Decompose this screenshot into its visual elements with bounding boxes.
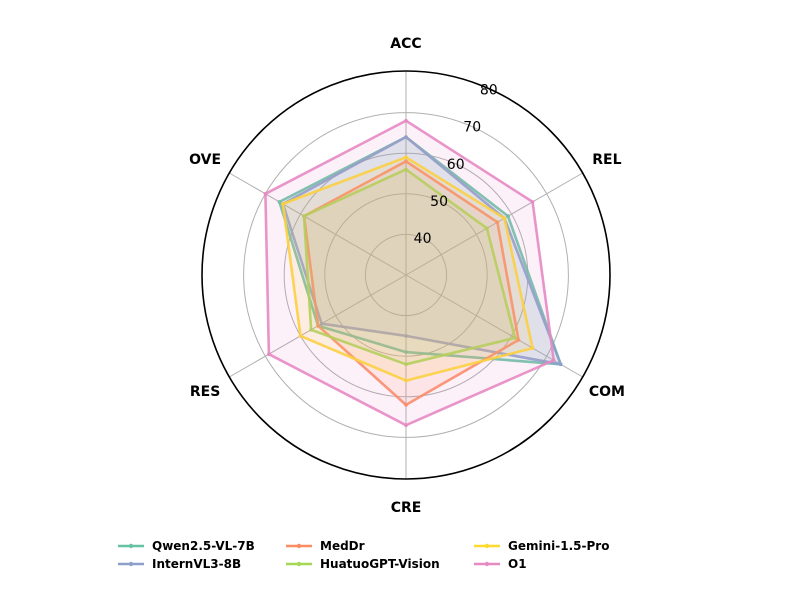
series-point: [404, 167, 408, 172]
legend-label: Qwen2.5-VL-7B: [152, 539, 255, 553]
series-polygon: [264, 119, 556, 427]
radar-series-group: [263, 118, 563, 428]
legend-swatch-marker: [296, 561, 302, 567]
legend: Qwen2.5-VL-7B InternVL3-8B MedDr HuatuoGPT-…: [118, 539, 609, 571]
radial-tick-label: 80: [480, 83, 498, 99]
series-point: [404, 118, 408, 123]
legend-label: InternVL3-8B: [152, 557, 241, 571]
series-point: [404, 135, 408, 139]
radial-tick-label: 40: [414, 231, 432, 247]
legend-swatch-marker: [128, 561, 134, 567]
series-point: [267, 352, 271, 357]
legend-swatch-marker: [128, 543, 134, 549]
radial-tick-label: 50: [430, 194, 448, 210]
grid-spoke: [229, 172, 407, 276]
series-point: [495, 220, 500, 224]
legend-item: Qwen2.5-VL-7B: [118, 539, 255, 553]
legend-item: Gemini-1.5-Pro: [474, 539, 609, 553]
axis-label-com: COM: [589, 384, 625, 400]
legend-label: O1: [508, 557, 527, 571]
series-point: [530, 200, 535, 204]
series-point: [485, 226, 489, 231]
series-point: [404, 362, 408, 367]
axis-label-ove: OVE: [189, 152, 221, 168]
radar-labels: 40 50 60 70 80 ACC REL COM CRE RES OVE: [189, 36, 625, 516]
series-point: [513, 336, 517, 340]
legend-item: HuatuoGPT-Vision: [286, 557, 440, 571]
series-point: [516, 338, 521, 342]
legend-label: HuatuoGPT-Vision: [320, 557, 440, 571]
series-point: [281, 202, 285, 206]
series-point: [302, 214, 306, 218]
series-point: [404, 350, 408, 354]
legend-item: InternVL3-8B: [118, 557, 241, 571]
series-point: [298, 334, 303, 338]
radar-grid: [201, 70, 611, 480]
legend-label: MedDr: [320, 539, 365, 553]
axis-label-acc: ACC: [390, 36, 421, 52]
series-point: [558, 362, 563, 367]
legend-item: MedDr: [286, 539, 365, 553]
series-point: [404, 423, 408, 428]
axis-label-res: RES: [190, 384, 220, 400]
series-point: [404, 378, 408, 383]
series-point: [404, 159, 408, 164]
series-point: [309, 328, 313, 332]
series-point: [530, 346, 535, 350]
series-point: [404, 155, 408, 160]
legend-swatch-marker: [484, 561, 490, 567]
axis-label-cre: CRE: [391, 500, 422, 516]
legend-swatch-marker: [296, 543, 302, 549]
radar-frame: [201, 70, 611, 480]
series-point: [551, 358, 556, 363]
series-point: [502, 216, 507, 220]
legend-item: O1: [474, 557, 527, 571]
series-point: [404, 403, 408, 407]
grid-spoke: [405, 172, 583, 276]
legend-swatch-marker: [484, 543, 490, 549]
series-point: [277, 200, 282, 204]
radial-tick-label: 70: [463, 120, 481, 136]
series-point: [316, 324, 320, 328]
radial-tick-label: 60: [447, 157, 465, 173]
series-point: [263, 192, 268, 196]
series-point: [319, 321, 324, 326]
series-point: [404, 334, 408, 338]
legend-label: Gemini-1.5-Pro: [508, 539, 609, 553]
series-point: [506, 214, 510, 218]
axis-label-rel: REL: [592, 152, 621, 168]
